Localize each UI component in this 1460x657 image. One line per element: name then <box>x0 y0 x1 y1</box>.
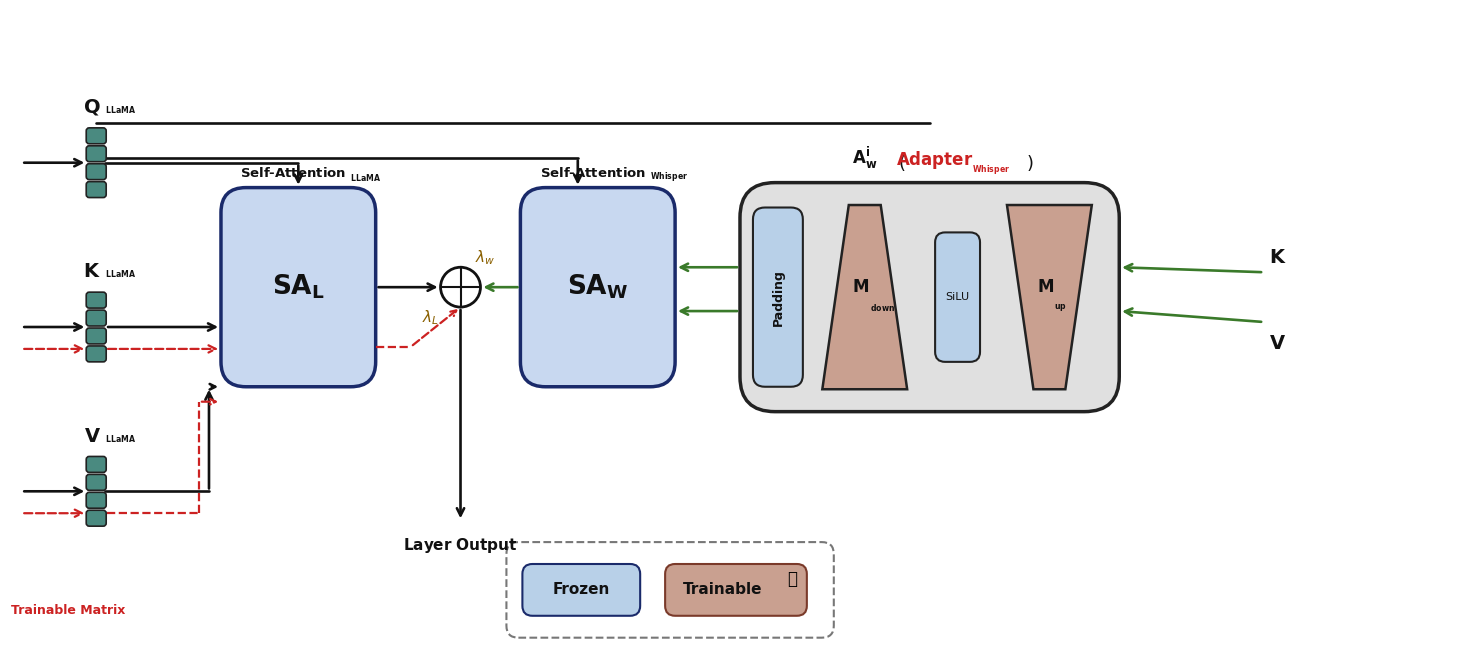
FancyBboxPatch shape <box>86 310 107 326</box>
Text: 🔥: 🔥 <box>787 570 797 588</box>
FancyBboxPatch shape <box>86 164 107 179</box>
Polygon shape <box>822 205 907 389</box>
Circle shape <box>441 267 480 307</box>
Text: $\mathbf{M}$: $\mathbf{M}$ <box>853 278 869 296</box>
Text: $\mathbf{Self}$-$\mathbf{Attention}$: $\mathbf{Self}$-$\mathbf{Attention}$ <box>540 166 645 179</box>
Text: Padding: Padding <box>771 269 784 326</box>
Text: $\mathbf{Self}$-$\mathbf{Attention}$: $\mathbf{Self}$-$\mathbf{Attention}$ <box>241 166 346 179</box>
FancyBboxPatch shape <box>86 181 107 198</box>
Text: $\mathbf{_{down}}$: $\mathbf{_{down}}$ <box>870 303 895 315</box>
Text: $\mathbf{Layer\ Output}$: $\mathbf{Layer\ Output}$ <box>403 536 518 555</box>
FancyBboxPatch shape <box>86 492 107 509</box>
Text: $)$: $)$ <box>1026 152 1034 173</box>
Text: $($: $($ <box>898 152 905 173</box>
Text: Frozen: Frozen <box>552 582 610 597</box>
FancyBboxPatch shape <box>520 188 675 387</box>
FancyBboxPatch shape <box>934 233 980 362</box>
FancyBboxPatch shape <box>86 510 107 526</box>
Text: $_{\mathbf{Whisper}}$: $_{\mathbf{Whisper}}$ <box>972 163 1010 177</box>
FancyBboxPatch shape <box>86 474 107 490</box>
Text: $_{\mathbf{LLaMA}}$: $_{\mathbf{LLaMA}}$ <box>105 104 136 117</box>
Text: $\mathbf{Adapter}$: $\mathbf{Adapter}$ <box>896 148 974 171</box>
Text: $\mathbf{_{up}}$: $\mathbf{_{up}}$ <box>1054 303 1067 315</box>
Text: $\mathbf{Q}$: $\mathbf{Q}$ <box>83 97 101 117</box>
FancyBboxPatch shape <box>220 188 375 387</box>
FancyBboxPatch shape <box>523 564 639 616</box>
Text: $\mathbf{V}$: $\mathbf{V}$ <box>83 426 101 445</box>
FancyBboxPatch shape <box>86 346 107 362</box>
Text: Trainable: Trainable <box>683 582 762 597</box>
FancyBboxPatch shape <box>666 564 807 616</box>
Text: $\mathbf{SA_L}$: $\mathbf{SA_L}$ <box>272 273 324 302</box>
FancyBboxPatch shape <box>86 292 107 308</box>
Text: $\lambda_w$: $\lambda_w$ <box>476 248 495 267</box>
Text: $_{\mathbf{LLaMA}}$: $_{\mathbf{LLaMA}}$ <box>105 269 136 281</box>
Text: $\lambda_L$: $\lambda_L$ <box>422 308 439 327</box>
FancyBboxPatch shape <box>86 457 107 472</box>
Text: $\mathbf{SA_W}$: $\mathbf{SA_W}$ <box>566 273 628 302</box>
FancyBboxPatch shape <box>86 146 107 162</box>
Text: $\mathbf{K}$: $\mathbf{K}$ <box>83 262 101 281</box>
Text: Trainable Matrix: Trainable Matrix <box>12 604 126 618</box>
FancyBboxPatch shape <box>507 542 834 638</box>
Text: $\mathbf{A^i_w}$: $\mathbf{A^i_w}$ <box>853 145 877 171</box>
Text: $\mathbf{M}$: $\mathbf{M}$ <box>1037 278 1054 296</box>
FancyBboxPatch shape <box>753 208 803 387</box>
FancyBboxPatch shape <box>86 128 107 144</box>
Text: $_{\mathbf{Whisper}}$: $_{\mathbf{Whisper}}$ <box>650 170 688 185</box>
Polygon shape <box>1007 205 1092 389</box>
Text: $_{\mathbf{LLaMA}}$: $_{\mathbf{LLaMA}}$ <box>350 172 381 185</box>
Text: $_{\mathbf{LLaMA}}$: $_{\mathbf{LLaMA}}$ <box>105 433 136 445</box>
FancyBboxPatch shape <box>740 183 1120 412</box>
Text: $\mathbf{K}$: $\mathbf{K}$ <box>1269 248 1286 267</box>
Text: SiLU: SiLU <box>946 292 969 302</box>
FancyBboxPatch shape <box>86 328 107 344</box>
Text: $\mathbf{V}$: $\mathbf{V}$ <box>1269 334 1286 353</box>
